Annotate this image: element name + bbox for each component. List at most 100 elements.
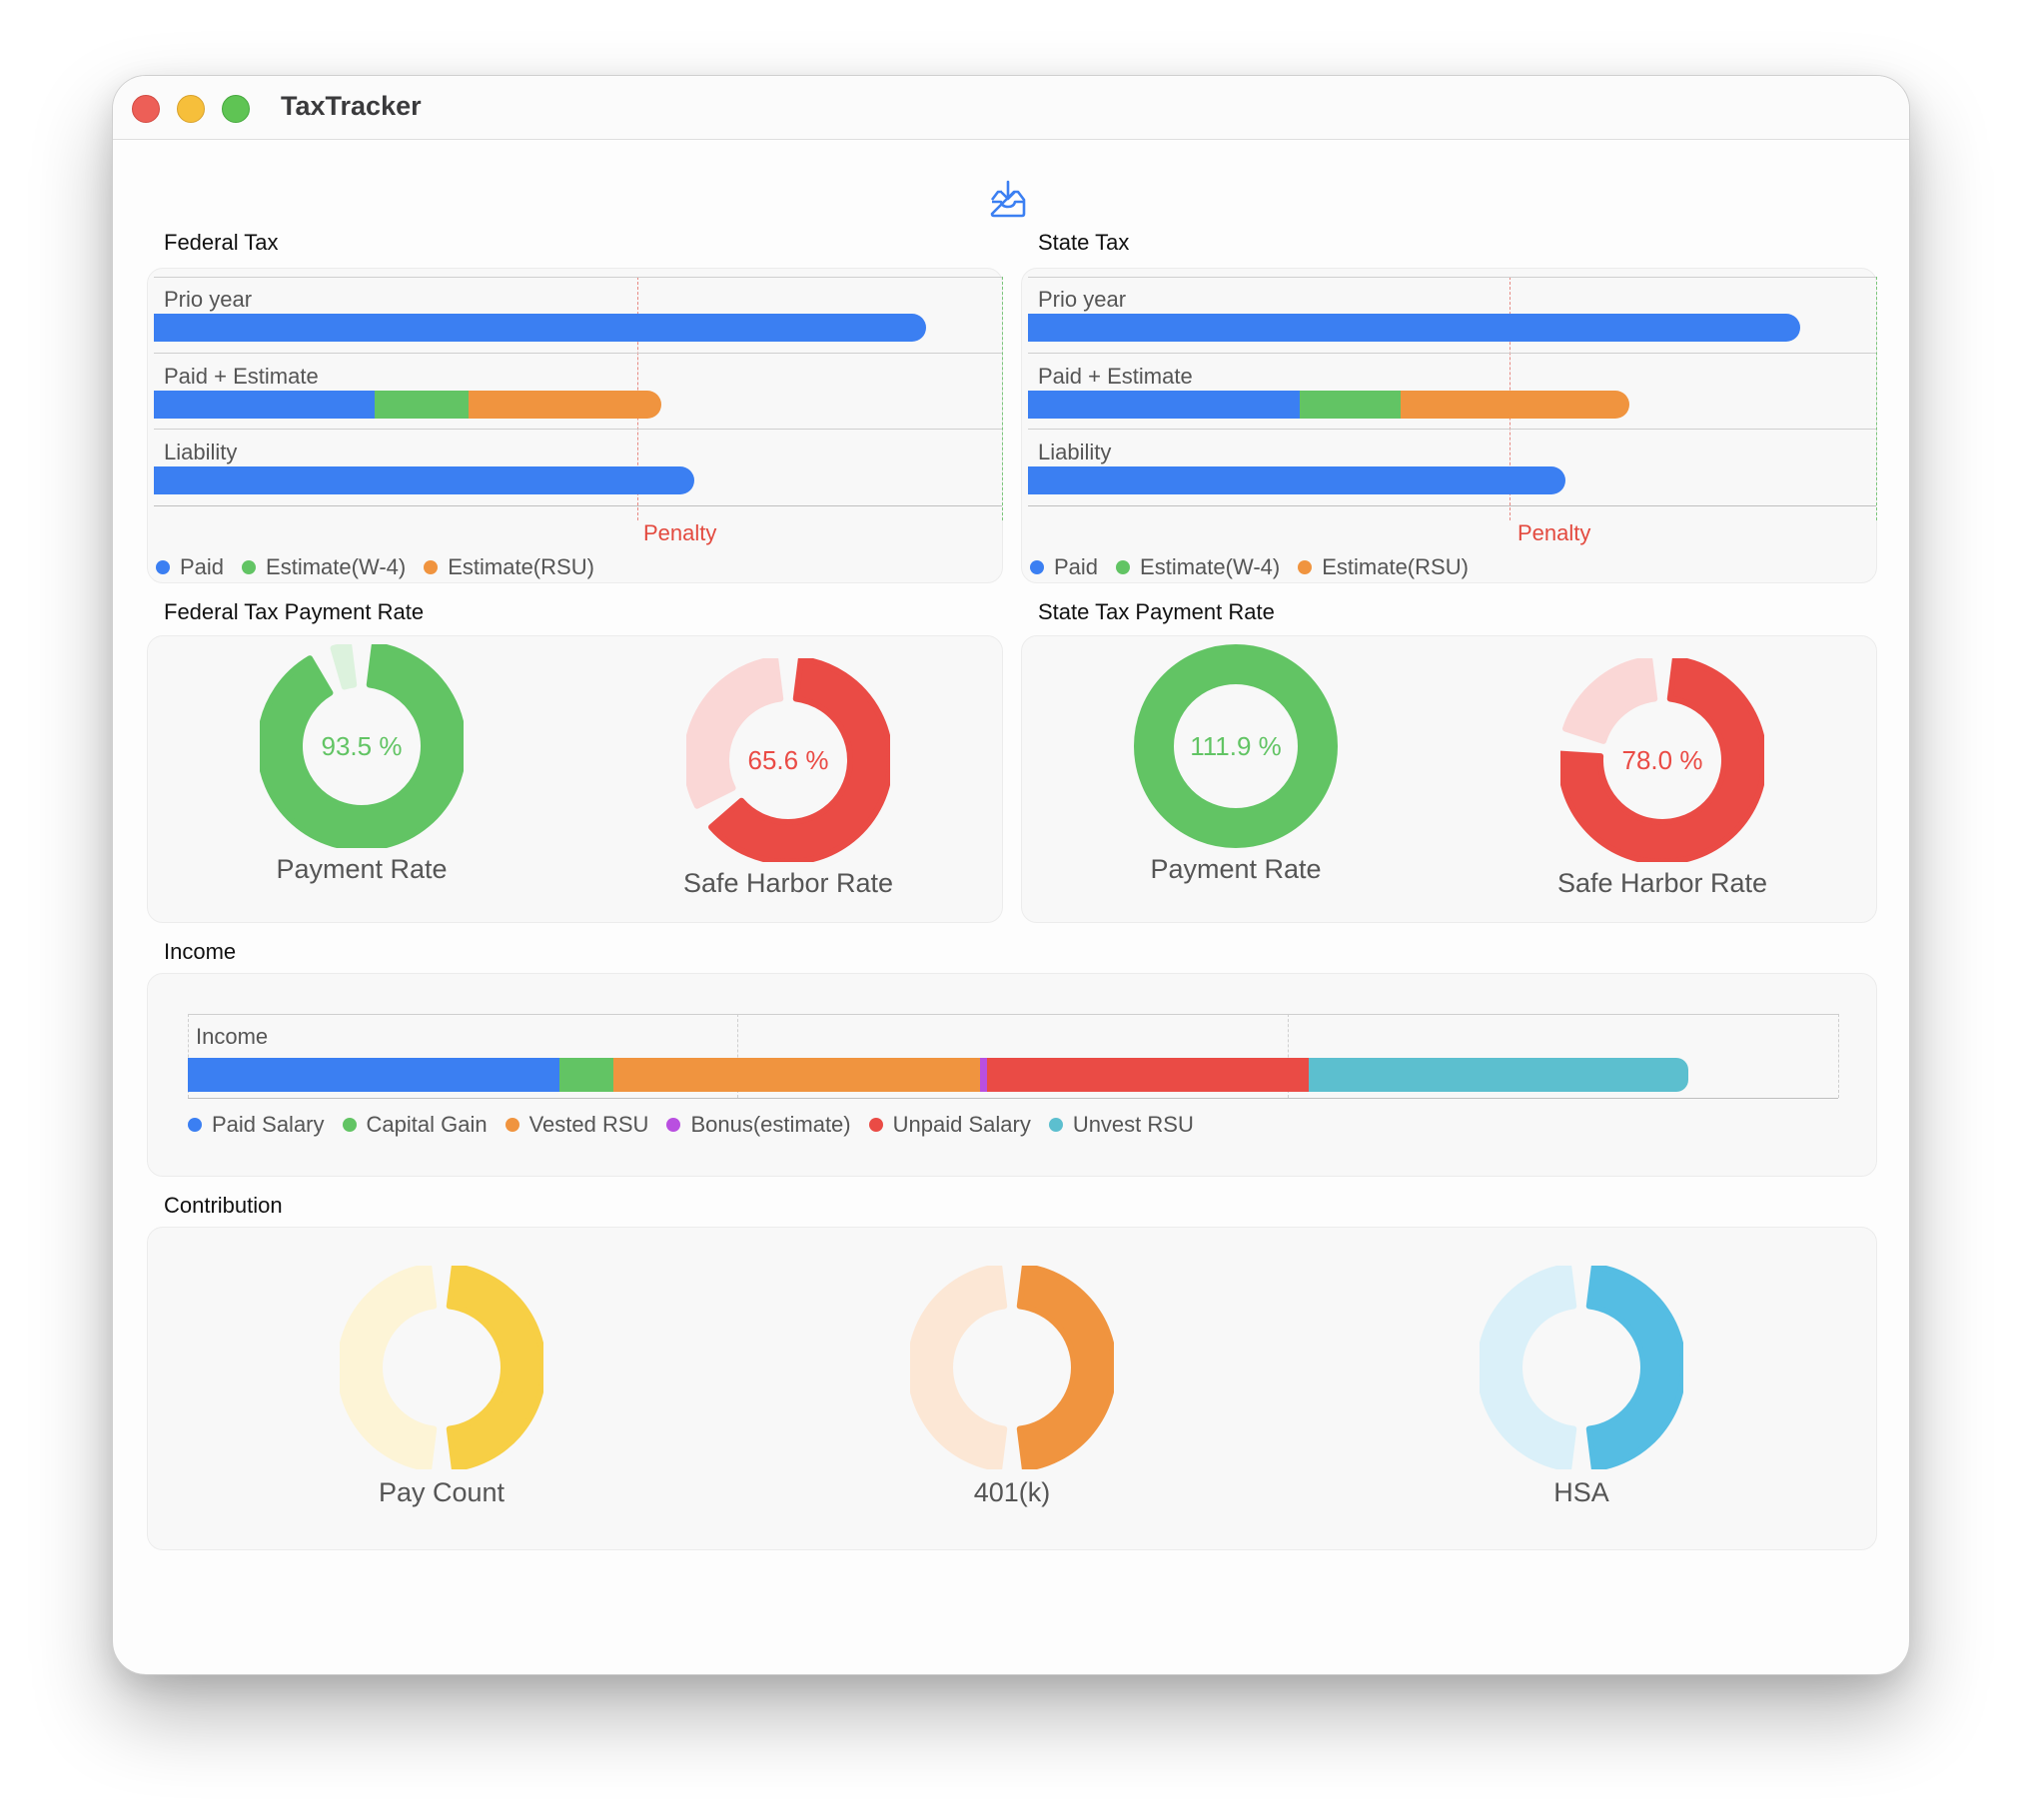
donut-value-ring	[1134, 644, 1338, 848]
federal-tax-card: Prio year Paid + Estimate Liability Pena…	[147, 268, 1003, 583]
penalty-label: Penalty	[643, 520, 717, 545]
hsa-label: HSA	[1553, 1477, 1609, 1507]
donut-remaining-arc	[1561, 658, 1658, 744]
legend-paid: Paid	[156, 554, 224, 580]
bar-segment-estimate-w-4-	[374, 391, 469, 419]
donut-remaining-arc	[1480, 1266, 1577, 1469]
row-label-prior-year: Prio year	[1038, 287, 1127, 312]
row-label-liability: Liability	[1038, 440, 1112, 464]
donut-value-arc	[260, 644, 464, 848]
state-tax-legend: Paid Estimate(W-4) Estimate(RSU)	[1030, 554, 1469, 580]
donut-remaining-arc	[340, 1266, 438, 1469]
state-payment-rate-donut: 111.9 %	[1134, 644, 1338, 848]
max-line	[1876, 277, 1877, 520]
state-tax-title: State Tax	[1038, 230, 1130, 255]
legend-dot	[1116, 560, 1131, 574]
donut-value-arc	[446, 1266, 543, 1469]
federal-safe-harbor-label: Safe Harbor Rate	[682, 868, 894, 898]
legend-capital-gain: Capital Gain	[342, 1112, 488, 1138]
income-segment-vested-rsu	[613, 1058, 980, 1092]
window-title: TaxTracker	[281, 91, 422, 121]
bar-segment-paid	[154, 391, 375, 419]
state-tax-card: Prio year Paid + Estimate Liability Pena…	[1021, 268, 1877, 583]
legend-dot	[188, 1118, 202, 1132]
income-title: Income	[164, 939, 237, 964]
tray-arrow-down-icon	[990, 180, 1026, 218]
penalty-label: Penalty	[1517, 520, 1591, 545]
legend-vested-rsu: Vested RSU	[505, 1112, 648, 1138]
legend-estimate-rsu: Estimate(RSU)	[1298, 554, 1469, 580]
federal-tax-legend: Paid Estimate(W-4) Estimate(RSU)	[156, 554, 594, 580]
close-button[interactable]	[132, 95, 160, 123]
donut-remaining-arc	[330, 644, 358, 690]
federal-rate-card: 93.5 % Payment Rate 65.6 % Safe Harbor R…	[147, 635, 1003, 923]
export-button[interactable]	[986, 178, 1030, 222]
row-label-paid-estimate: Paid + Estimate	[1038, 364, 1193, 389]
401k-label: 401(k)	[973, 1477, 1051, 1507]
state-payment-rate-value: 111.9 %	[1190, 731, 1282, 761]
income-row-label: Income	[196, 1024, 269, 1049]
legend-dot	[1030, 560, 1044, 574]
state-rate-card: 111.9 % Payment Rate 78.0 % Safe Harbor …	[1021, 635, 1877, 923]
state-payment-rate-label: Payment Rate	[1150, 854, 1322, 884]
legend-estimate-w4: Estimate(W-4)	[1116, 554, 1280, 580]
income-segment-unvest-rsu	[1308, 1058, 1688, 1092]
federal-payment-rate-value: 93.5 %	[322, 731, 403, 761]
legend-dot	[505, 1118, 519, 1132]
income-segment-unpaid-salary	[986, 1058, 1309, 1092]
legend-dot	[868, 1118, 883, 1132]
prior-year-bar	[154, 314, 926, 342]
bar-segment-paid	[154, 466, 694, 494]
legend-bonus: Bonus(estimate)	[666, 1112, 851, 1138]
legend-paid: Paid	[1030, 554, 1098, 580]
donut-remaining-arc	[686, 658, 784, 809]
bar-segment-paid	[1028, 466, 1566, 494]
main-content: Federal Tax Prio year Paid + Estimate Li…	[113, 140, 1909, 1674]
income-legend: Paid Salary Capital Gain Vested RSU Bonu…	[188, 1112, 1194, 1138]
legend-dot	[424, 560, 439, 574]
federal-payment-rate-label: Payment Rate	[276, 854, 448, 884]
federal-safe-harbor-donut: 65.6 %	[686, 658, 890, 862]
federal-rate-title: Federal Tax Payment Rate	[164, 599, 425, 624]
liability-bar	[1028, 466, 1566, 494]
title-bar: TaxTracker	[113, 76, 1909, 140]
income-segment-paid-salary	[188, 1058, 559, 1092]
legend-unvest-rsu: Unvest RSU	[1048, 1112, 1194, 1138]
legend-paid-salary: Paid Salary	[188, 1112, 325, 1138]
federal-payment-rate-donut: 93.5 %	[260, 644, 464, 848]
contribution-title: Contribution	[164, 1193, 283, 1218]
legend-dot	[1298, 560, 1313, 574]
row-label-liability: Liability	[164, 440, 238, 464]
max-line	[1002, 277, 1003, 520]
bar-segment-estimate-rsu-	[1400, 391, 1629, 419]
state-safe-harbor-label: Safe Harbor Rate	[1556, 868, 1768, 898]
contribution-card: Pay Count 401(k) HSA	[147, 1227, 1877, 1550]
federal-safe-harbor-value: 65.6 %	[748, 745, 829, 775]
donut-value-arc	[1016, 1266, 1114, 1469]
zoom-button[interactable]	[222, 95, 250, 123]
legend-dot	[342, 1118, 357, 1132]
row-label-paid-estimate: Paid + Estimate	[164, 364, 319, 389]
bar-segment-paid	[1028, 314, 1800, 342]
legend-dot	[1048, 1118, 1063, 1132]
donut-remaining-arc	[910, 1266, 1008, 1469]
401k-donut	[910, 1266, 1114, 1469]
federal-tax-title: Federal Tax	[164, 230, 279, 255]
pay-count-label: Pay Count	[378, 1477, 505, 1507]
income-segment-capital-gain	[558, 1058, 614, 1092]
row-label-prior-year: Prio year	[164, 287, 253, 312]
bar-segment-estimate-rsu-	[468, 391, 661, 419]
income-card: Income Paid Salary Capital Gain Vested R…	[147, 973, 1877, 1177]
income-bar	[188, 1058, 1688, 1092]
legend-dot	[666, 1118, 681, 1132]
prior-year-bar	[1028, 314, 1800, 342]
bar-segment-estimate-w-4-	[1299, 391, 1401, 419]
legend-estimate-w4: Estimate(W-4)	[242, 554, 406, 580]
legend-estimate-rsu: Estimate(RSU)	[424, 554, 594, 580]
hsa-donut	[1480, 1266, 1683, 1469]
legend-unpaid-salary: Unpaid Salary	[868, 1112, 1031, 1138]
legend-dot	[242, 560, 257, 574]
donut-value-arc	[708, 658, 890, 862]
minimize-button[interactable]	[177, 95, 205, 123]
liability-bar	[154, 466, 694, 494]
